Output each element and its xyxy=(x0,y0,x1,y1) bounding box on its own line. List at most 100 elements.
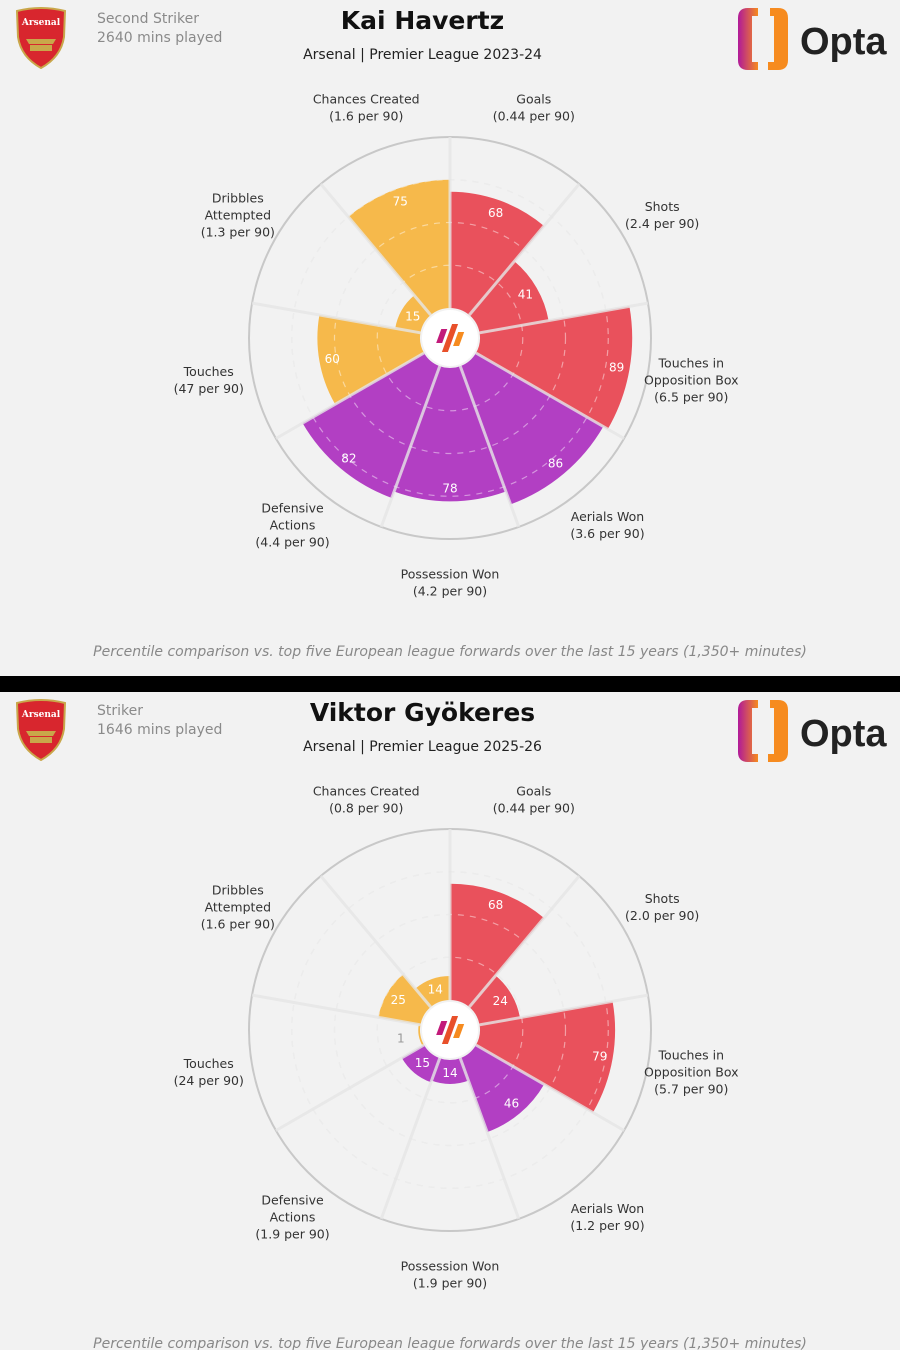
category-per90: (2.0 per 90) xyxy=(625,908,699,923)
svg-text:Arsenal: Arsenal xyxy=(21,710,61,720)
slice-touches-in-opposition-box xyxy=(475,1001,616,1113)
slice-divider xyxy=(468,183,581,316)
value-label: 60 xyxy=(325,352,340,366)
season-subtitle: Arsenal | Premier League 2025-26 xyxy=(303,739,542,755)
category-label: Touches in xyxy=(658,356,724,371)
footnote: Percentile comparison vs. top five Europ… xyxy=(93,644,807,660)
category-label: Attempted xyxy=(205,208,271,223)
player-meta: Striker 1646 mins played xyxy=(97,702,222,740)
value-label: 75 xyxy=(393,195,408,209)
category-label: Shots xyxy=(645,199,680,214)
opta-mark-icon xyxy=(436,324,465,352)
mark-bar xyxy=(441,1016,459,1044)
player-position: Second Striker xyxy=(97,11,199,27)
slice-possession-won xyxy=(394,366,506,502)
player-meta: Second Striker 2640 mins played xyxy=(97,10,222,48)
slice-divider xyxy=(379,365,442,528)
category-label: Defensive xyxy=(261,1193,324,1208)
value-label: 68 xyxy=(488,206,503,220)
value-label: 14 xyxy=(428,983,443,997)
opta-logo-icon: Opta xyxy=(738,700,887,762)
slice-dribbles-attempted xyxy=(378,974,431,1025)
slice-possession-won xyxy=(431,1058,469,1084)
category-label: Defensive xyxy=(261,501,324,516)
category-per90: (3.6 per 90) xyxy=(570,526,644,541)
category-label: Chances Created xyxy=(313,783,420,798)
category-label: Touches in xyxy=(658,1048,724,1063)
slice-defensive-actions xyxy=(401,1045,440,1083)
category-per90: (0.8 per 90) xyxy=(329,800,403,815)
minutes-played: 1646 mins played xyxy=(97,722,223,738)
category-per90: (47 per 90) xyxy=(174,381,244,396)
arsenal-crest-icon: Arsenal xyxy=(15,7,67,69)
slice-divider xyxy=(319,183,432,316)
category-label: Actions xyxy=(270,518,316,533)
category-label: Aerials Won xyxy=(571,1201,644,1216)
slice-touches xyxy=(317,314,425,405)
svg-text:Opta: Opta xyxy=(800,21,887,63)
value-label: 25 xyxy=(391,993,406,1007)
mark-bar xyxy=(441,324,459,352)
category-per90: (6.5 per 90) xyxy=(654,390,728,405)
category-label: Dribbles xyxy=(212,191,264,206)
slice-divider xyxy=(475,351,625,440)
grid-ring-overlay xyxy=(376,956,524,1104)
mark-bar xyxy=(453,332,465,346)
player-name: Viktor Gyökeres xyxy=(309,698,536,727)
percentile-pizza-chart: 68 Goals (0.44 per 90) 41 Shots (2.4 per 90) 8… xyxy=(174,91,739,598)
opta-logo-icon: Opta xyxy=(738,8,887,70)
arsenal-crest-icon: Arsenal xyxy=(15,699,67,761)
category-label: Opposition Box xyxy=(644,373,739,388)
value-label: 24 xyxy=(493,994,508,1008)
slice-touches xyxy=(418,1024,425,1046)
slice-divider xyxy=(379,1057,442,1220)
slice-defensive-actions xyxy=(302,353,440,498)
category-label: Chances Created xyxy=(313,91,420,106)
percentile-pizza-chart: 68 Goals (0.44 per 90) 24 Shots (2.0 per 90) 7… xyxy=(174,783,739,1291)
value-label: 86 xyxy=(548,457,563,471)
opta-mark-icon xyxy=(436,1016,465,1044)
slice-chances-created xyxy=(348,179,450,316)
category-label: Actions xyxy=(270,1210,316,1225)
slice-chances-created xyxy=(415,976,450,1008)
slice-goals xyxy=(450,191,545,316)
slice-aerials-won xyxy=(460,1045,545,1133)
slice-divider xyxy=(475,1043,625,1132)
category-label: Goals xyxy=(516,783,551,798)
player-panel-gyokeres: Arsenal Striker 1646 mins played Viktor … xyxy=(0,692,900,1350)
slice-divider xyxy=(251,993,421,1027)
category-per90: (4.4 per 90) xyxy=(255,535,329,550)
category-per90: (1.9 per 90) xyxy=(413,1276,487,1291)
slice-divider xyxy=(251,301,421,335)
slice-divider xyxy=(468,875,581,1008)
category-per90: (1.6 per 90) xyxy=(201,917,275,932)
slice-shots xyxy=(469,975,520,1025)
mark-bar xyxy=(436,1021,448,1035)
value-label: 46 xyxy=(504,1096,519,1110)
category-per90: (5.7 per 90) xyxy=(654,1082,728,1097)
player-panel-havertz: Arsenal Second Striker 2640 mins played … xyxy=(0,0,900,676)
slice-divider xyxy=(479,301,649,335)
category-label: Attempted xyxy=(205,900,271,915)
slice-aerials-won xyxy=(460,353,604,505)
season-subtitle: Arsenal | Premier League 2023-24 xyxy=(303,47,542,63)
category-label: Possession Won xyxy=(401,1259,500,1274)
category-per90: (24 per 90) xyxy=(174,1073,244,1088)
value-label: 82 xyxy=(341,451,356,465)
category-per90: (1.3 per 90) xyxy=(201,225,275,240)
slice-touches-in-opposition-box xyxy=(475,306,633,430)
value-label: 89 xyxy=(609,360,624,374)
category-label: Touches xyxy=(183,364,234,379)
category-label: Shots xyxy=(645,891,680,906)
slice-divider xyxy=(319,875,432,1008)
value-label: 15 xyxy=(405,310,420,324)
category-per90: (1.2 per 90) xyxy=(570,1218,644,1233)
category-per90: (1.6 per 90) xyxy=(329,108,403,123)
slice-divider xyxy=(458,1057,521,1220)
category-label: Touches xyxy=(183,1056,234,1071)
mark-bar xyxy=(453,1024,465,1038)
grid-ring-overlay xyxy=(376,264,524,412)
svg-text:Opta: Opta xyxy=(800,713,887,755)
footnote: Percentile comparison vs. top five Europ… xyxy=(93,1336,807,1350)
value-label: 79 xyxy=(592,1049,607,1063)
